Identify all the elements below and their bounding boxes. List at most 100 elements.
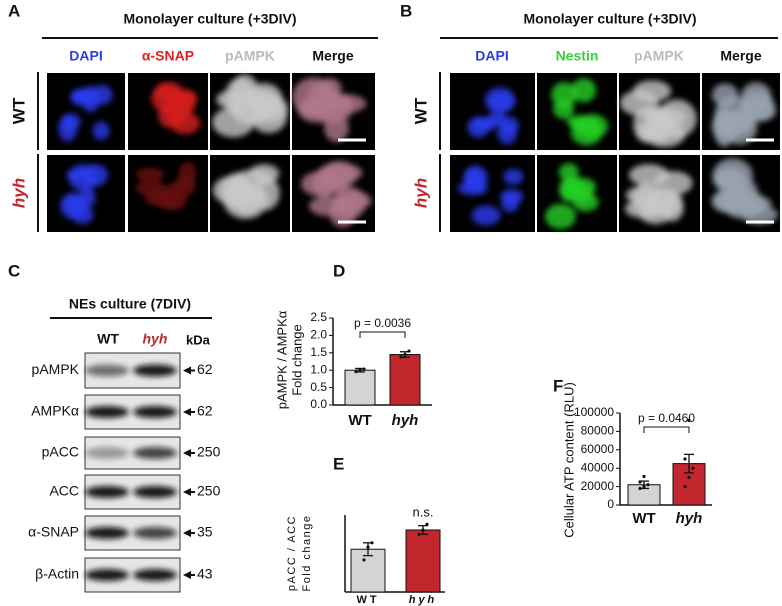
band (133, 447, 177, 459)
annotation: p = 0.0036 (354, 316, 411, 330)
cell (173, 175, 196, 197)
cell-cluster (60, 163, 109, 224)
data-point (642, 474, 646, 479)
band (133, 364, 177, 377)
data-point (370, 541, 374, 545)
x-tick-label: WT (632, 510, 655, 527)
panel-label: C (8, 261, 20, 280)
data-point (687, 418, 691, 422)
band (133, 527, 177, 539)
band (133, 406, 177, 418)
row-label: hyh (9, 178, 28, 208)
kda-label: 250 (197, 483, 221, 499)
blot-label: ACC (49, 483, 79, 499)
cell (154, 81, 183, 101)
cell-cluster (212, 164, 280, 219)
y-tick-label: 0.0 (310, 397, 327, 411)
band (85, 447, 129, 459)
arrow (183, 529, 195, 537)
cell (212, 107, 255, 138)
cell-cluster (58, 84, 113, 142)
annotation: p = 0.0460 (638, 411, 695, 425)
panel-label: F (553, 376, 563, 395)
panel-title: Monolayer culture (+3DIV) (523, 11, 696, 27)
cell (500, 188, 524, 204)
kda-label: 35 (197, 524, 213, 540)
cell (559, 176, 581, 203)
cell (741, 205, 778, 225)
cell (92, 121, 110, 141)
data-point (417, 532, 421, 536)
y-tick-label: 2.5 (310, 310, 327, 324)
data-point (691, 466, 695, 470)
band (85, 527, 129, 539)
band (133, 486, 177, 498)
y-tick-label: 0.5 (310, 380, 327, 394)
y-tick-label: 80000 (581, 424, 615, 438)
cell (558, 163, 579, 182)
data-point (642, 485, 646, 489)
y-axis-title: pAMPK / AMPKα (274, 310, 289, 409)
y-tick-label: 20000 (581, 479, 615, 493)
cell-cluster (212, 74, 289, 138)
lane-label: WT (97, 331, 119, 347)
column-header: DAPI (69, 48, 102, 64)
panel-title: NEs culture (7DIV) (69, 296, 191, 312)
data-point (646, 483, 650, 487)
cell-cluster (135, 161, 197, 211)
column-header: α-SNAP (142, 48, 194, 64)
cell-cluster (551, 78, 609, 146)
cell-cluster (544, 163, 599, 230)
cell (70, 88, 96, 106)
cell (499, 116, 520, 134)
band (85, 486, 129, 498)
data-point (425, 522, 429, 527)
kda-label: 43 (197, 566, 213, 582)
data-point (638, 480, 642, 484)
y-tick-label: 60000 (581, 442, 615, 456)
band (85, 364, 129, 377)
cell-cluster (711, 158, 778, 225)
data-point (403, 352, 407, 357)
kda-label: 62 (197, 403, 213, 419)
data-point (358, 368, 362, 372)
y-tick-label: 40000 (581, 460, 615, 474)
panel-title: Monolayer culture (+3DIV) (123, 11, 296, 27)
cell (252, 175, 280, 211)
cell (164, 96, 192, 124)
band (85, 569, 129, 581)
data-point (683, 457, 687, 461)
error-bar (684, 453, 694, 474)
arrow (183, 488, 195, 496)
significance-bracket (359, 331, 406, 338)
cell (244, 82, 283, 118)
micrograph (47, 73, 125, 150)
data-point (683, 485, 687, 489)
band (133, 569, 177, 581)
blot-label: AMPKα (31, 403, 79, 419)
cell (463, 165, 488, 191)
panel-label: D (333, 261, 345, 280)
cell (471, 205, 501, 226)
data-point (407, 349, 411, 353)
data-point (366, 545, 370, 549)
y-axis-title: Cellular ATP content (RLU) (561, 382, 576, 538)
data-point (687, 475, 691, 479)
cell (324, 113, 349, 142)
row-label: hyh (411, 178, 430, 208)
cell (473, 116, 498, 132)
cell (544, 203, 576, 230)
blot-label: pAMPK (32, 361, 80, 377)
x-tick-label: WT (356, 594, 379, 606)
cell (306, 81, 335, 116)
bar (389, 354, 421, 406)
lane-label: hyh (143, 331, 168, 347)
bar (344, 369, 376, 406)
cell (633, 106, 662, 143)
y-axis-title: Fold change (289, 324, 304, 396)
row-label: WT (9, 97, 28, 124)
x-tick-label: hyh (676, 510, 703, 527)
blot-label: pACC (42, 444, 79, 460)
cell (320, 160, 357, 189)
